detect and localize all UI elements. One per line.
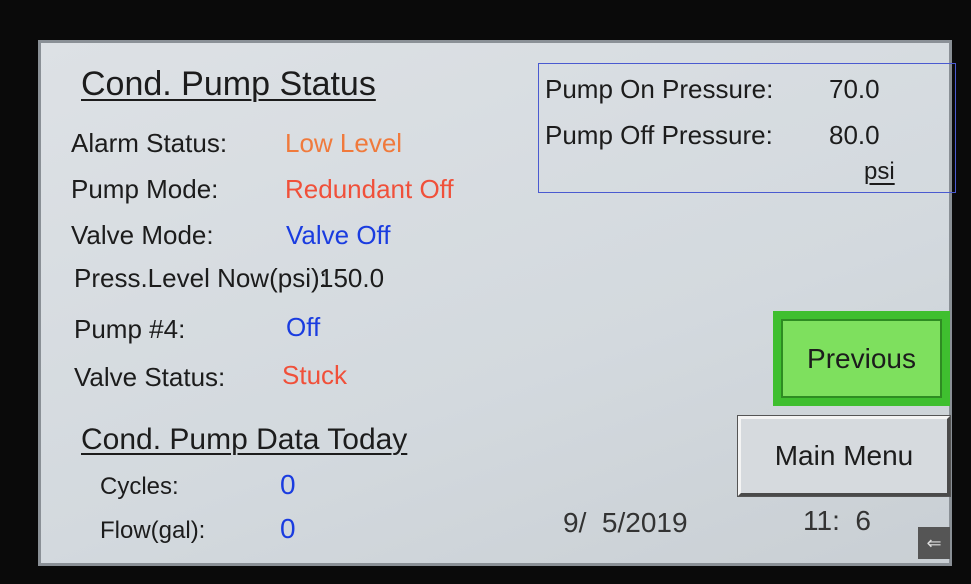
previous-button[interactable]: Previous [773,311,950,406]
data-value: 0 [280,471,296,499]
data-label: Cycles: [100,475,179,499]
title: Cond. Pump Status [81,67,376,101]
status-label: Valve Mode: [71,222,214,248]
status-value: Low Level [285,130,402,156]
page: Cond. Pump Status Alarm Status: Low Leve… [0,0,971,584]
pressure-box: Pump On Pressure: 70.0 Pump Off Pressure… [538,63,956,193]
data-label: Flow(gal): [100,519,205,543]
pressure-unit: psi [864,160,895,184]
back-icon[interactable]: ⇐ [918,527,950,559]
status-label: Valve Status: [74,364,225,390]
status-value: Stuck [282,362,347,388]
pressure-value: 80.0 [829,122,880,148]
previous-label[interactable]: Previous [781,319,942,398]
status-label: Pump #4: [74,316,185,342]
status-value: Valve Off [286,222,391,248]
status-value: Off [286,314,320,340]
data-value: 0 [280,515,296,543]
main-menu-button[interactable]: Main Menu [738,416,950,496]
data-title: Cond. Pump Data Today [81,425,407,455]
status-label: Alarm Status: [71,130,227,156]
status-value: Redundant Off [285,176,454,202]
time: 11: 6 [803,507,871,535]
status-value: 150.0 [319,265,384,291]
pressure-label: Pump Off Pressure: [545,122,773,148]
hmi-screen: Cond. Pump Status Alarm Status: Low Leve… [38,40,952,566]
pressure-value: 70.0 [829,76,880,102]
status-label: Press.Level Now(psi): [74,265,327,291]
date: 9/ 5/2019 [563,509,688,537]
status-label: Pump Mode: [71,176,218,202]
pressure-label: Pump On Pressure: [545,76,773,102]
